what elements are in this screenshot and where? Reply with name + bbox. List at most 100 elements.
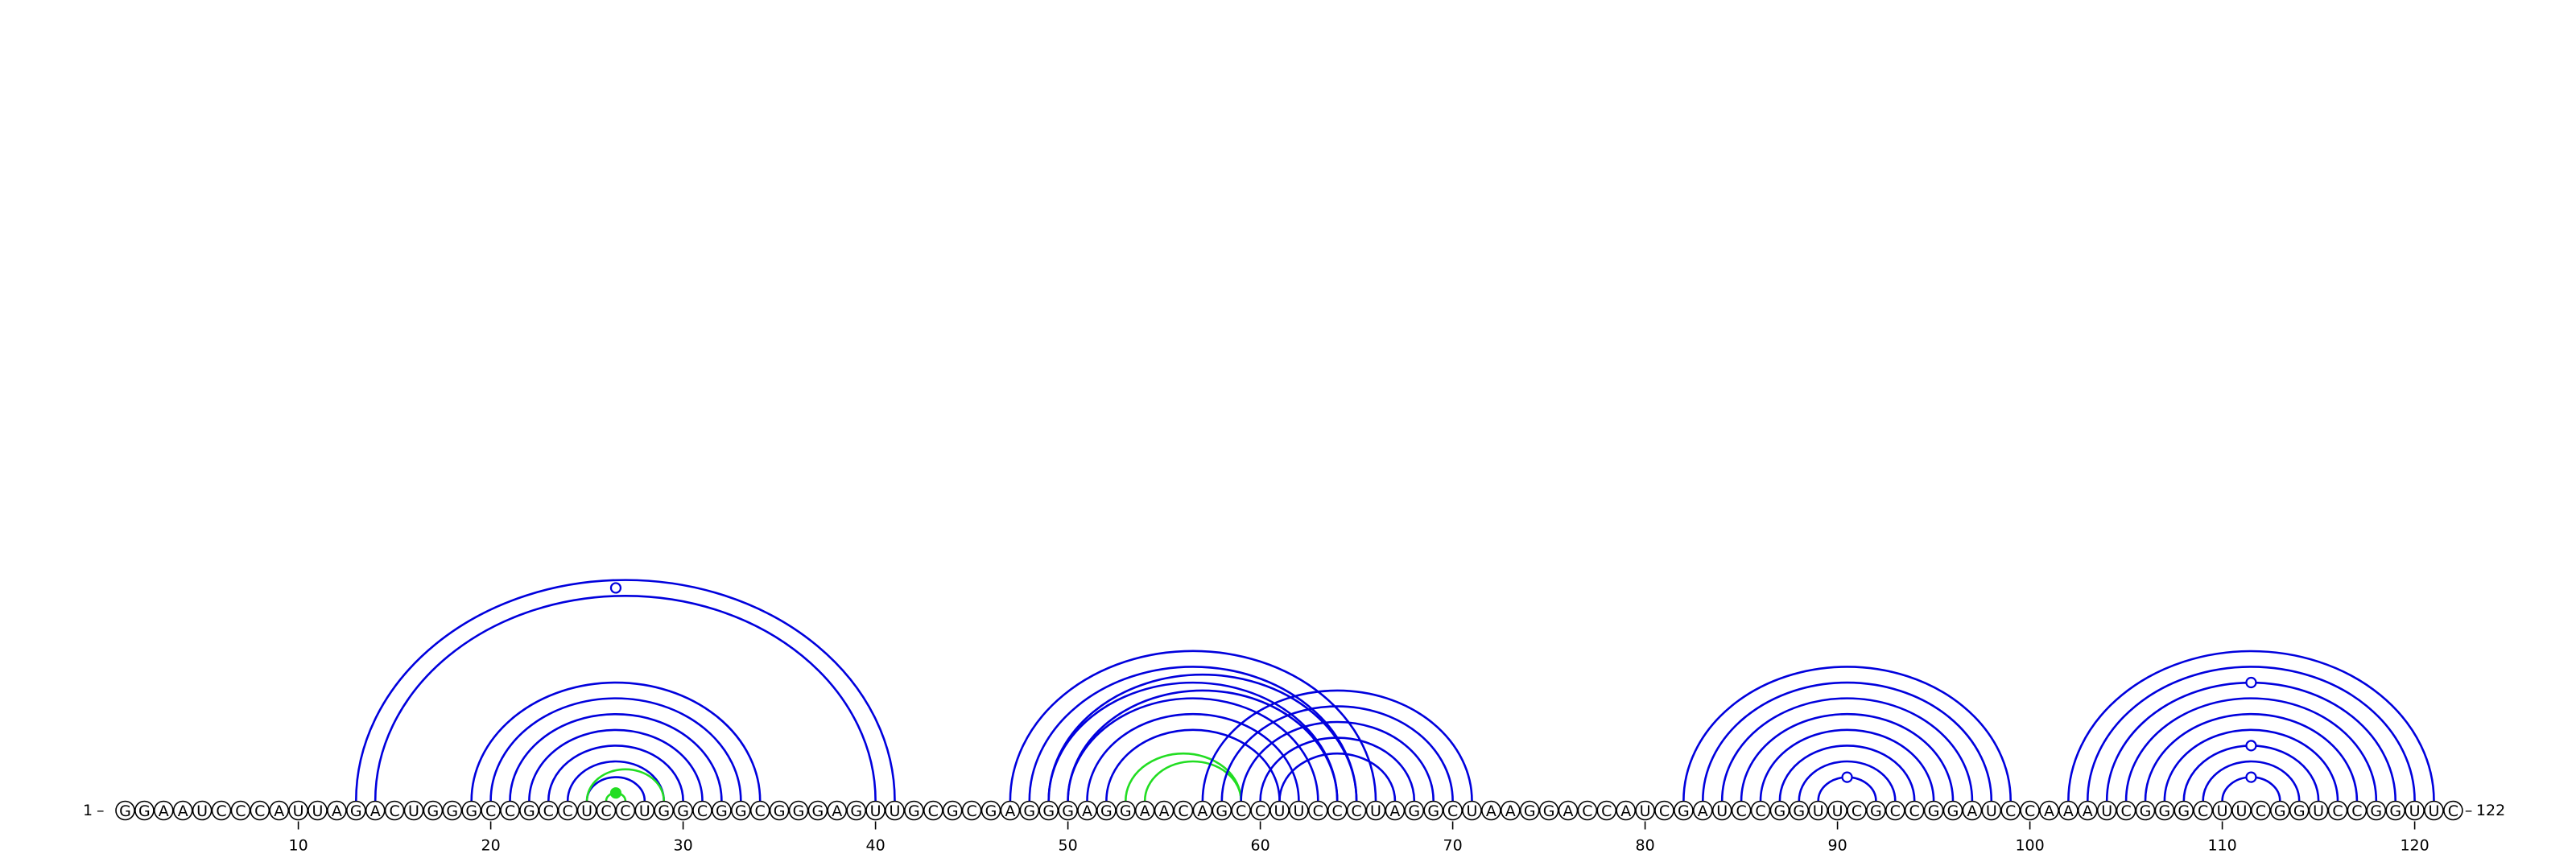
nucleotide: G: [942, 800, 963, 821]
nucleotide-circle: [1501, 800, 1521, 821]
nucleotide-circle: [1808, 800, 1828, 821]
nucleotide-letter: G: [427, 802, 440, 820]
sequence-backbone: 1 – – 122: [83, 802, 2505, 819]
nucleotide-letter: U: [1274, 802, 1286, 820]
nucleotide-circle: [1616, 800, 1636, 821]
nucleotide-letter: G: [735, 802, 747, 820]
nucleotide: G: [1519, 800, 1540, 821]
base-pair-arc: [374, 594, 877, 802]
base-pair-arcs: [355, 579, 2435, 802]
nucleotide-circle: [1635, 800, 1655, 821]
nucleotide-circle: [712, 800, 732, 821]
nucleotide-letter: U: [2236, 802, 2248, 820]
nucleotide-letter: C: [966, 802, 976, 820]
nucleotide-letter: A: [159, 802, 169, 820]
nucleotide-circle: [1827, 800, 1847, 821]
base-pair-arc: [1240, 720, 1435, 802]
base-pair-arc: [1798, 760, 1897, 802]
base-pair-arc: [1720, 697, 1974, 802]
nucleotide-letter: G: [1543, 802, 1555, 820]
nucleotide-circle: [365, 800, 386, 821]
nucleotide-circle: [2039, 800, 2059, 821]
nucleotide-letter: C: [563, 802, 573, 820]
nucleotide: U: [2096, 800, 2117, 821]
nucleotide-letter: U: [890, 802, 901, 820]
nucleotide-circle: [654, 800, 675, 821]
nucleotide: A: [1693, 800, 1713, 821]
nucleotide: A: [2058, 800, 2079, 821]
nucleotide-circle: [1769, 800, 1790, 821]
nucleotide-letter: C: [2025, 802, 2035, 820]
nucleotide-letter: U: [1370, 802, 1381, 820]
base-pair-arc: [2124, 697, 2378, 802]
nucleotide-circle: [1866, 800, 1886, 821]
nucleotide-letter: A: [1005, 802, 1015, 820]
nucleotide-letter: A: [832, 802, 842, 820]
nucleotide-letter: G: [2293, 802, 2306, 820]
nucleotide: G: [1019, 800, 1040, 821]
nucleotide-letter: G: [1678, 802, 1690, 820]
nucleotide: G: [788, 800, 809, 821]
nucleotide-circle: [519, 800, 539, 821]
nucleotide: G: [2135, 800, 2156, 821]
nucleotide-circle: [1847, 800, 1867, 821]
nucleotide-letter: C: [2448, 802, 2458, 820]
base-pair-arc: [1278, 752, 1397, 802]
nucleotide: C: [1231, 800, 1251, 821]
nucleotide: A: [1077, 800, 1097, 821]
nucleotide-circle: [1654, 800, 1674, 821]
nucleotide-circle: [1231, 800, 1251, 821]
nucleotide-letter: G: [947, 802, 959, 820]
nucleotide-letter: A: [1197, 802, 1208, 820]
nucleotide-circle: [749, 800, 770, 821]
nucleotide-letter: A: [1140, 802, 1150, 820]
nucleotide-circle: [2078, 800, 2098, 821]
nucleotide-letter: C: [620, 802, 630, 820]
nucleotide-letter: G: [138, 802, 151, 820]
nucleotide-circle: [1289, 800, 1309, 821]
nucleotide: G: [115, 800, 135, 821]
nucleotide: G: [654, 800, 675, 821]
base-pair-arc: [1009, 650, 1377, 802]
nucleotide: U: [1808, 800, 1828, 821]
nucleotide: C: [481, 800, 501, 821]
nucleotide-circle: [115, 800, 135, 821]
nucleotide-circle: [1577, 800, 1598, 821]
nucleotide-letter: U: [2409, 802, 2421, 820]
nucleotide-letter: A: [2083, 802, 2093, 820]
nucleotide-letter: C: [928, 802, 939, 820]
nucleotide-letter: C: [485, 802, 496, 820]
nucleotide-letter: A: [332, 802, 342, 820]
nucleotide-circle: [1000, 800, 1021, 821]
nucleotide-circle: [885, 800, 905, 821]
nucleotide-letter: G: [1062, 802, 1074, 820]
nucleotide-circle: [384, 800, 405, 821]
nucleotide-letter: C: [1178, 802, 1188, 820]
nucleotide-circle: [1462, 800, 1482, 821]
tick-label: 70: [1443, 837, 1463, 855]
nucleotide-letter: C: [2332, 802, 2343, 820]
nucleotide: A: [2039, 800, 2059, 821]
base-pair-arc: [2163, 728, 2339, 802]
nucleotide-letter: U: [312, 802, 324, 820]
nucleotide-letter: G: [1216, 802, 1228, 820]
nucleotide-circle: [2135, 800, 2156, 821]
nucleotide: C: [1346, 800, 1367, 821]
nucleotide: C: [538, 800, 559, 821]
nucleotide-circle: [2251, 800, 2271, 821]
nucleotide-circle: [1981, 800, 2002, 821]
nucleotide: G: [980, 800, 1001, 821]
nucleotide-circle: [961, 800, 982, 821]
nucleotide-letter: U: [196, 802, 208, 820]
nucleotide-letter: U: [870, 802, 881, 820]
nucleotide-circle: [2405, 800, 2425, 821]
nucleotide-circle: [192, 800, 213, 821]
nucleotide: G: [442, 800, 463, 821]
nucleotide-circle: [1346, 800, 1367, 821]
sequence-start-label: 1: [83, 802, 93, 819]
nucleotide-circle: [1173, 800, 1194, 821]
nucleotide-letter: A: [370, 802, 381, 820]
nucleotide-circle: [2289, 800, 2310, 821]
nucleotide: G: [1674, 800, 1694, 821]
nucleotide: G: [2289, 800, 2310, 821]
